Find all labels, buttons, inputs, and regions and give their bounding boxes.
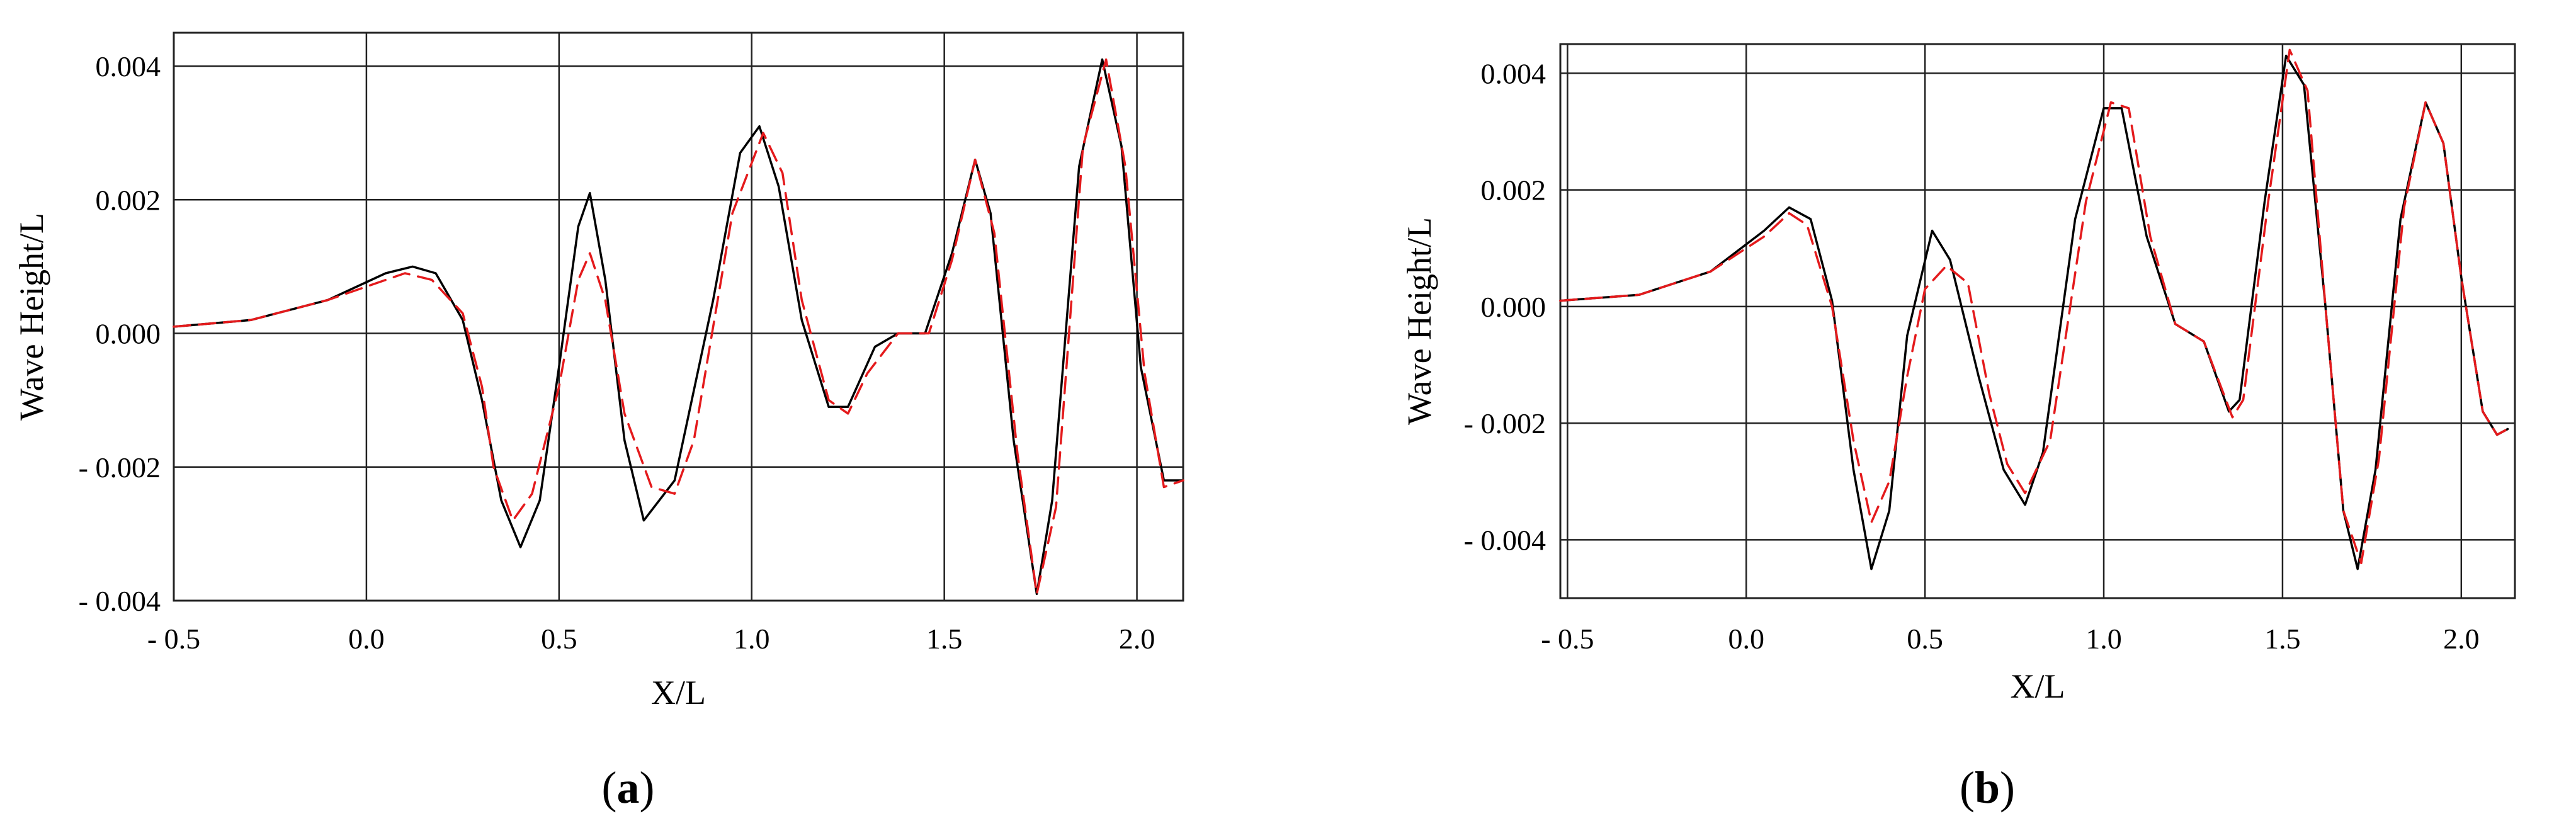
x-axis-label: X/L bbox=[2011, 667, 2065, 705]
y-tick-label: 0.000 bbox=[1481, 291, 1546, 323]
panel-label: (b) bbox=[1960, 762, 2015, 813]
x-tick-label: 1.0 bbox=[2085, 623, 2122, 655]
panel-label: (a) bbox=[602, 762, 655, 813]
panel-label-letter: a bbox=[617, 762, 640, 813]
x-tick-label: 2.0 bbox=[2443, 623, 2480, 655]
panel-label-letter: b bbox=[1975, 762, 2000, 813]
y-axis-label: Wave Height/L bbox=[13, 213, 50, 421]
y-tick-label: 0.000 bbox=[96, 318, 161, 350]
y-tick-label: - 0.004 bbox=[79, 585, 161, 617]
series-line-dashed-red bbox=[1559, 48, 2509, 565]
x-tick-label: 2.0 bbox=[1119, 623, 1155, 655]
x-tick-label: 0.5 bbox=[1907, 623, 1943, 655]
x-tick-label: - 0.5 bbox=[1541, 623, 1594, 655]
series-line-solid-black bbox=[173, 58, 1184, 596]
x-tick-label: 1.0 bbox=[734, 623, 770, 655]
y-axis-label: Wave Height/L bbox=[1400, 217, 1438, 425]
y-tick-label: - 0.002 bbox=[1464, 407, 1546, 439]
y-tick-label: 0.002 bbox=[96, 184, 161, 216]
chart-panel-a: - 0.5 0.0 0.5 1.0 1.5 2.0 - 0.004 - 0.002 0.000 0… bbox=[13, 31, 1184, 813]
x-tick-label: 1.5 bbox=[2264, 623, 2301, 655]
x-tick-label: 0.5 bbox=[541, 623, 577, 655]
y-tick-label: - 0.004 bbox=[1464, 524, 1546, 556]
y-tick-label: 0.004 bbox=[96, 50, 161, 82]
x-tick-label: - 0.5 bbox=[147, 623, 200, 655]
x-tick-label: 0.0 bbox=[348, 623, 385, 655]
x-tick-label: 1.5 bbox=[926, 623, 963, 655]
y-tick-label: - 0.002 bbox=[79, 451, 161, 484]
series-line-dashed-red bbox=[173, 58, 1184, 596]
chart-panel-b: - 0.5 0.0 0.5 1.0 1.5 2.0 - 0.004 - 0.002 0.000 0… bbox=[1400, 43, 2516, 813]
y-tick-label: 0.002 bbox=[1481, 174, 1546, 207]
plot-frame bbox=[1559, 43, 2516, 599]
series-line-solid-black bbox=[1559, 54, 2509, 570]
x-axis-label: X/L bbox=[651, 674, 706, 711]
plot-frame bbox=[173, 31, 1184, 602]
x-tick-label: 0.0 bbox=[1728, 623, 1765, 655]
y-tick-label: 0.004 bbox=[1481, 57, 1546, 89]
